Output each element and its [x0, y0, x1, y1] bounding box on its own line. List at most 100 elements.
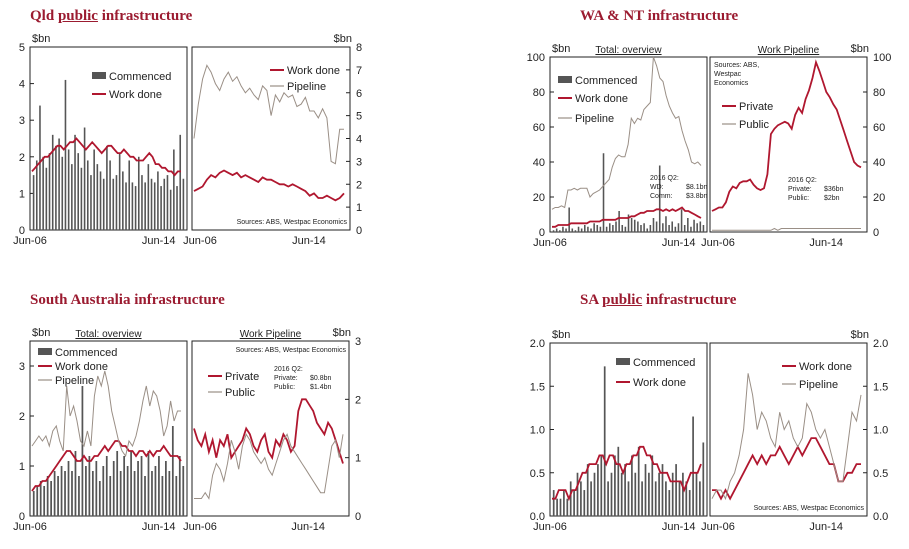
bar-commenced: [683, 225, 686, 232]
chart-subtitle: Work Pipeline: [758, 45, 820, 56]
bar-commenced: [651, 455, 654, 516]
y-tick-label: 4: [356, 134, 362, 146]
bar-commenced: [133, 471, 136, 516]
bar-commenced: [35, 160, 38, 230]
bar-commenced: [654, 481, 657, 516]
bar-commenced: [655, 221, 658, 232]
bar-commenced: [45, 167, 48, 230]
plot-frame: [709, 56, 868, 233]
bar-commenced: [593, 472, 596, 516]
legend-label: Commenced: [55, 347, 117, 359]
bar-commenced: [552, 230, 555, 232]
annotation-text: Private:: [274, 375, 298, 382]
y-tick-label: 3: [19, 115, 25, 127]
bar-commenced: [36, 486, 39, 516]
x-tick-label: Jun-06: [533, 237, 567, 249]
series-line-pipeline: [551, 56, 702, 210]
bar-commenced: [182, 466, 185, 516]
bar-commenced: [80, 167, 83, 230]
bar-commenced: [50, 481, 52, 516]
bar-commenced: [130, 451, 132, 516]
y-tick-label: 0: [539, 227, 545, 239]
series-line-pipeline: [193, 64, 344, 165]
bar-commenced: [658, 165, 661, 232]
bar-commenced: [42, 156, 44, 230]
annotation-text: Comm:: [650, 193, 673, 200]
series-line-pipeline: [711, 373, 862, 501]
bar-commenced: [563, 490, 565, 516]
x-tick-label: Jun-14: [142, 235, 176, 247]
bar-commenced: [662, 223, 664, 232]
source-note: Sources: ABS,: [714, 62, 759, 69]
bar-commenced: [690, 226, 692, 232]
bar-commenced: [678, 481, 681, 516]
bar-commenced: [109, 160, 111, 230]
bar-commenced: [57, 476, 59, 516]
bar-commenced: [597, 464, 599, 516]
bar-commenced: [646, 228, 649, 232]
y-tick-label: 0.0: [873, 511, 888, 523]
y-tick-label: 40: [873, 157, 885, 169]
legend-swatch: [558, 76, 572, 83]
bar-commenced: [67, 461, 70, 516]
chart-title-sa-public: SA public infrastructure: [580, 292, 737, 308]
bar-commenced: [590, 228, 592, 232]
legend-swatch: [616, 358, 630, 365]
bar-commenced: [586, 464, 589, 516]
bar-commenced: [39, 481, 42, 516]
y-tick-label: 0.5: [530, 468, 545, 480]
y-tick-label: 1: [19, 188, 25, 200]
bar-commenced: [637, 221, 639, 232]
series-line-private: [711, 59, 862, 212]
legend-label: Pipeline: [55, 375, 94, 387]
bar-commenced: [137, 156, 140, 230]
x-tick-label: Jun-14: [292, 235, 326, 247]
y-tick-label: 60: [533, 122, 545, 134]
series-line-pipeline: [31, 370, 181, 458]
bar-commenced: [634, 472, 637, 516]
y-tick-label: 0: [355, 511, 361, 523]
x-tick-label: Jun-06: [13, 235, 47, 247]
y-tick-label: 2: [355, 394, 361, 406]
bar-commenced: [665, 481, 667, 516]
bar-commenced: [78, 476, 80, 516]
bar-commenced: [96, 164, 99, 230]
y-tick-label: 5: [356, 111, 362, 123]
bar-commenced: [99, 171, 102, 230]
bar-commenced: [90, 175, 92, 230]
bar-commenced: [688, 490, 691, 516]
bar-commenced: [617, 446, 620, 516]
bar-commenced: [640, 225, 642, 232]
chart-subtitle: Total: overview: [75, 329, 142, 340]
bar-commenced: [178, 456, 181, 516]
bar-commenced: [85, 466, 87, 516]
legend-label: Pipeline: [799, 379, 838, 391]
bar-commenced: [53, 471, 56, 516]
bar-commenced: [147, 164, 150, 230]
annotation-text: $1.4bn: [310, 384, 332, 391]
bar-commenced: [74, 451, 77, 516]
annotation-text: 2016 Q2:: [274, 366, 303, 373]
bar-commenced: [71, 471, 73, 516]
plot-frame: [29, 46, 188, 231]
bar-commenced: [86, 160, 89, 230]
bar-commenced: [98, 481, 101, 516]
bar-commenced: [576, 472, 579, 516]
bar-commenced: [126, 466, 129, 516]
y-tick-label: 0: [19, 225, 25, 237]
bar-commenced: [661, 464, 664, 516]
bar-commenced: [161, 476, 164, 516]
annotation-text: $36bn: [824, 186, 844, 193]
y-tick-label: 7: [356, 65, 362, 77]
bar-commenced: [157, 171, 159, 230]
chart-title-wa-nt: WA & NT infrastructure: [580, 8, 739, 24]
bar-commenced: [680, 209, 683, 232]
y-tick-label: 2: [19, 411, 25, 423]
bar-commenced: [182, 178, 185, 230]
bar-commenced: [61, 156, 64, 230]
bar-commenced: [652, 218, 655, 232]
bar-commenced: [610, 472, 613, 516]
bar-commenced: [674, 226, 677, 232]
bar-commenced: [699, 221, 702, 232]
bar-commenced: [88, 456, 91, 516]
